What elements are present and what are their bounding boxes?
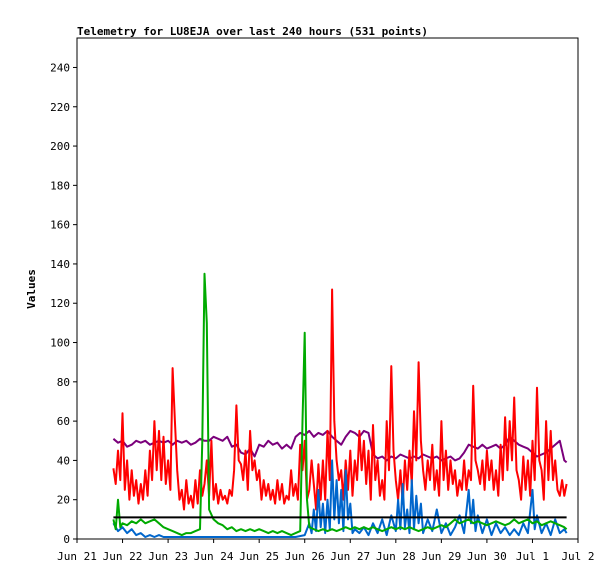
series-group bbox=[112, 272, 568, 538]
series-line-1 bbox=[112, 429, 568, 464]
x-tick-label: Jul 1 bbox=[516, 550, 549, 563]
x-tick-label: Jun 23 bbox=[148, 550, 188, 563]
y-tick-label: 240 bbox=[50, 61, 70, 74]
y-tick-label: 160 bbox=[50, 219, 70, 232]
y-tick-label: 120 bbox=[50, 297, 70, 310]
y-tick-label: 140 bbox=[50, 258, 70, 271]
y-tick-label: 20 bbox=[57, 494, 70, 507]
x-tick-label: Jul 2 bbox=[561, 550, 594, 563]
series-line-3 bbox=[112, 459, 568, 538]
y-tick-label: 220 bbox=[50, 101, 70, 114]
x-tick-label: Jun 21 bbox=[57, 550, 97, 563]
chart-title: Telemetry for LU8EJA over last 240 hours… bbox=[77, 25, 428, 38]
x-axis: Jun 21 Jun 22 Jun 23 Jun 24 Jun 25 Jun 26 Jun … bbox=[57, 539, 595, 563]
y-axis: 0 20 40 60 80 100 120 140 160 180 200 220 240 bbox=[50, 61, 77, 546]
x-tick-label: Jun 29 bbox=[421, 550, 461, 563]
y-axis-label: Values bbox=[25, 269, 38, 309]
y-tick-label: 40 bbox=[57, 454, 70, 467]
y-tick-label: 100 bbox=[50, 337, 70, 350]
x-tick-label: Jun 24 bbox=[194, 550, 234, 563]
y-tick-label: 80 bbox=[57, 376, 70, 389]
series-line-2 bbox=[112, 288, 568, 511]
x-tick-label: Jun 28 bbox=[376, 550, 416, 563]
x-tick-label: Jun 22 bbox=[103, 550, 143, 563]
series-line-4 bbox=[112, 272, 568, 537]
y-tick-label: 200 bbox=[50, 140, 70, 153]
y-tick-label: 0 bbox=[63, 533, 70, 546]
x-tick-label: Jun 27 bbox=[330, 550, 370, 563]
x-tick-label: Jun 30 bbox=[467, 550, 507, 563]
y-tick-label: 60 bbox=[57, 415, 70, 428]
x-tick-label: Jun 25 bbox=[239, 550, 279, 563]
y-tick-label: 180 bbox=[50, 179, 70, 192]
x-tick-label: Jun 26 bbox=[285, 550, 325, 563]
